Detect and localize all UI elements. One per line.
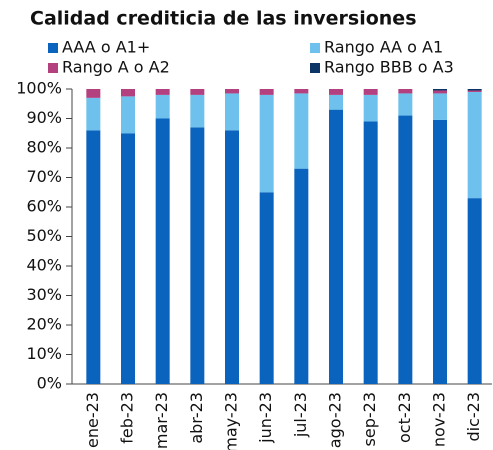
bar-segment — [86, 89, 101, 98]
bar-segment — [190, 94, 205, 128]
bar-segment — [329, 89, 343, 95]
bar-segment — [398, 89, 413, 94]
bar-segment — [398, 115, 413, 385]
bar-segment — [225, 93, 239, 131]
y-tick-label: 60% — [26, 197, 62, 216]
y-tick-label: 30% — [26, 285, 62, 304]
bar-segment — [86, 130, 101, 384]
y-tick-label: 70% — [26, 167, 62, 186]
bar-segment — [190, 89, 205, 95]
legend-swatch — [310, 63, 320, 73]
bar-segment — [259, 192, 274, 384]
bar-segment — [467, 91, 482, 199]
bar-segment — [155, 94, 170, 119]
legend-swatch — [310, 43, 320, 53]
bar-segment — [398, 93, 413, 116]
x-tick-label: dic-23 — [464, 392, 483, 442]
y-tick-label: 100% — [16, 79, 62, 98]
legend-label: Rango AA o A1 — [324, 38, 443, 57]
bar-segment — [329, 94, 343, 110]
bar-segment — [433, 89, 447, 91]
bar-segment — [121, 133, 135, 384]
y-tick-label: 20% — [26, 315, 62, 334]
x-tick-label: jun-23 — [256, 392, 275, 444]
bar-segment — [190, 127, 205, 384]
bar-segment — [225, 130, 239, 384]
x-tick-label: may-23 — [222, 392, 241, 450]
x-tick-label: nov-23 — [430, 392, 449, 447]
x-tick-label: feb-23 — [118, 392, 137, 444]
y-tick-label: 0% — [37, 374, 62, 393]
y-tick-label: 40% — [26, 256, 62, 275]
bar-segment — [155, 89, 170, 95]
bar-segment — [433, 93, 447, 120]
legend-swatch — [48, 63, 58, 73]
bar-segment — [155, 118, 170, 384]
bar-segment — [467, 90, 482, 92]
bar-segment — [86, 97, 101, 131]
bar-segment — [225, 89, 239, 94]
bar-segment — [467, 198, 482, 384]
bar-segment — [363, 121, 378, 384]
legend-swatch — [48, 43, 58, 53]
x-tick-label: mar-23 — [152, 392, 171, 449]
bar-segment — [294, 93, 309, 169]
x-tick-label: oct-23 — [395, 392, 414, 443]
bar-segment — [259, 94, 274, 193]
bar-segment — [294, 168, 309, 384]
x-tick-label: jul-23 — [291, 392, 310, 438]
bar-segment — [121, 89, 135, 97]
bar-segment — [294, 89, 309, 94]
y-tick-label: 10% — [26, 344, 62, 363]
bar-segment — [363, 89, 378, 95]
legend-label: Rango BBB o A3 — [324, 58, 454, 77]
bar-segment — [433, 90, 447, 94]
y-tick-label: 80% — [26, 138, 62, 157]
x-tick-label: ene-23 — [83, 392, 102, 448]
bar-segment — [121, 96, 135, 134]
bar-segment — [467, 89, 482, 91]
x-tick-label: sep-23 — [360, 392, 379, 446]
chart-title: Calidad crediticia de las inversiones — [30, 8, 417, 30]
y-tick-label: 50% — [26, 226, 62, 245]
y-tick-label: 90% — [26, 108, 62, 127]
legend-label: AAA o A1+ — [62, 38, 150, 57]
bar-segment — [433, 119, 447, 384]
x-tick-label: ago-23 — [326, 392, 345, 448]
bar-segment — [329, 109, 343, 385]
bar-segment — [259, 89, 274, 95]
legend-label: Rango A o A2 — [62, 58, 170, 77]
bar-segment — [363, 94, 378, 122]
x-tick-label: abr-23 — [187, 392, 206, 444]
